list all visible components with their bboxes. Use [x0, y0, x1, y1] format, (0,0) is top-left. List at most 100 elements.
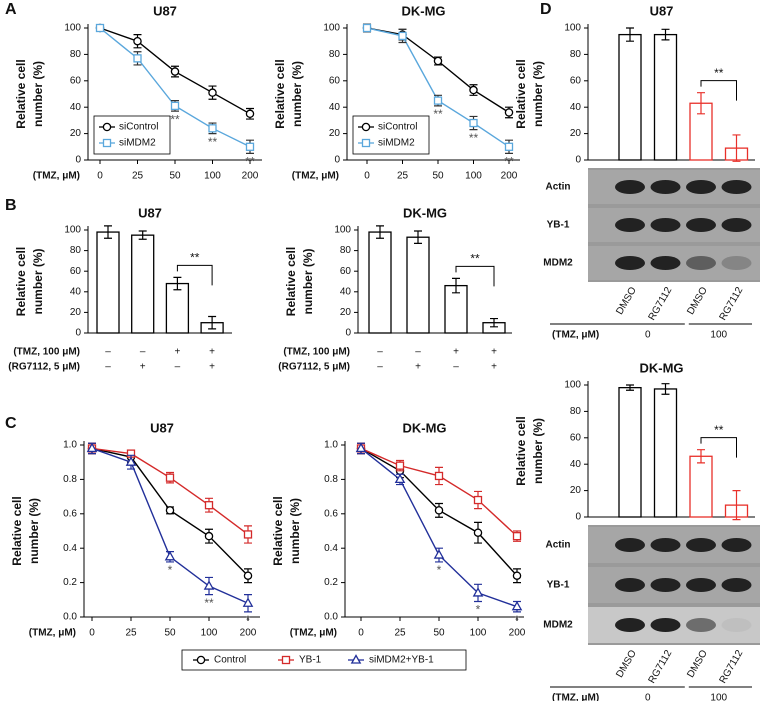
bar [653, 388, 678, 518]
error-bar [414, 230, 422, 244]
y-tick-label: 80 [570, 49, 582, 60]
y-tick-label: 80 [70, 245, 82, 256]
blot-band [686, 256, 716, 270]
data-point [165, 473, 175, 482]
row-value: – [415, 347, 421, 358]
blot-band [721, 538, 752, 552]
bar [368, 231, 392, 334]
row-value: + [209, 362, 215, 373]
blot-band [686, 218, 716, 232]
data-point [395, 461, 405, 470]
x-tick-label: 100 [470, 628, 487, 639]
bar [689, 455, 713, 518]
error-bar [626, 384, 634, 391]
x-tick-label: 25 [397, 171, 409, 182]
y-tick-label: 0 [575, 512, 581, 523]
blot-band [686, 578, 716, 592]
bar [165, 282, 190, 334]
y-axis-label: Relative cell [514, 416, 528, 485]
bar [96, 231, 120, 334]
y-tick-label: 20 [570, 128, 582, 139]
data-point [170, 67, 180, 76]
y-tick-label: 0.2 [324, 577, 338, 588]
data-point [504, 142, 514, 151]
panel-letter: A [5, 1, 17, 18]
error-bar [452, 277, 460, 294]
y-axis-label: Relative cell [284, 247, 298, 316]
y-tick-label: 0.8 [63, 474, 77, 485]
y-tick-label: 0 [75, 328, 81, 339]
error-bar [732, 490, 741, 521]
chart-title: U87 [150, 420, 174, 435]
legend-label: siMDM2+YB-1 [369, 655, 434, 666]
data-point [394, 473, 406, 484]
error-bar [661, 383, 670, 395]
data-point [504, 108, 514, 117]
blot-band [686, 538, 716, 552]
y-axis-label: Relative cell [14, 59, 28, 128]
x-tick-label: 0 [364, 171, 370, 182]
chart-title: DK-MG [402, 420, 446, 435]
chart-title: U87 [650, 3, 674, 18]
lane-label: RG7112 [718, 285, 746, 322]
x-axis-label: (TMZ, μM) [290, 628, 337, 639]
x-tick-label: 50 [169, 171, 181, 182]
blot-band [615, 538, 645, 552]
x-tick-label: 25 [394, 628, 406, 639]
y-tick-label: 0 [575, 155, 581, 166]
y-axis-label: number (%) [301, 248, 315, 314]
group-label: 100 [710, 693, 727, 701]
data-point [433, 56, 443, 66]
y-tick-label: 20 [340, 307, 352, 318]
significance-mark: ** [469, 131, 479, 145]
y-tick-label: 60 [340, 266, 352, 277]
lane-label: DMSO [685, 648, 710, 680]
y-axis-label: Relative cell [514, 59, 528, 128]
significance-mark: ** [714, 66, 724, 80]
lane-label: RG7112 [718, 648, 746, 685]
data-point [164, 550, 176, 561]
row-value: + [491, 362, 497, 373]
legend-box [93, 115, 171, 155]
group-label: 100 [710, 330, 727, 341]
legend-marker [361, 138, 371, 148]
x-tick-label: 0 [97, 171, 103, 182]
y-tick-label: 20 [70, 128, 82, 139]
blot-band [686, 180, 716, 194]
panel-letter: C [5, 415, 17, 432]
data-point [242, 597, 254, 607]
blot-band [650, 218, 681, 232]
x-tick-label: 25 [132, 171, 144, 182]
data-point [512, 532, 522, 541]
legend-box [181, 649, 467, 671]
y-tick-label: 0.8 [324, 474, 338, 485]
significance-mark: * [246, 613, 251, 627]
y-tick-label: 40 [570, 459, 582, 470]
blot-band [650, 538, 681, 552]
blot-band [615, 578, 645, 592]
blot-band [721, 578, 752, 592]
error-bar [138, 230, 147, 240]
significance-bracket [700, 437, 737, 458]
x-tick-label: 0 [89, 628, 95, 639]
y-tick-label: 60 [570, 75, 582, 86]
data-point [170, 101, 180, 111]
x-tick-label: 100 [465, 171, 482, 182]
data-point [362, 23, 372, 33]
row-value: – [175, 362, 181, 373]
significance-bracket [700, 80, 737, 101]
significance-mark: * [168, 563, 173, 577]
y-tick-label: 0.2 [63, 577, 77, 588]
error-bar [626, 27, 634, 42]
row-value: + [415, 362, 421, 373]
y-tick-label: 100 [564, 380, 581, 391]
legend-marker [350, 654, 362, 664]
y-axis-label: Relative cell [271, 496, 285, 565]
row-value: + [209, 347, 215, 358]
y-tick-label: 40 [570, 102, 582, 113]
panel-letter: B [5, 197, 17, 214]
y-tick-label: 60 [70, 75, 82, 86]
lane-label: DMSO [614, 285, 639, 317]
error-bar [376, 225, 384, 239]
lane-label: DMSO [614, 648, 639, 680]
